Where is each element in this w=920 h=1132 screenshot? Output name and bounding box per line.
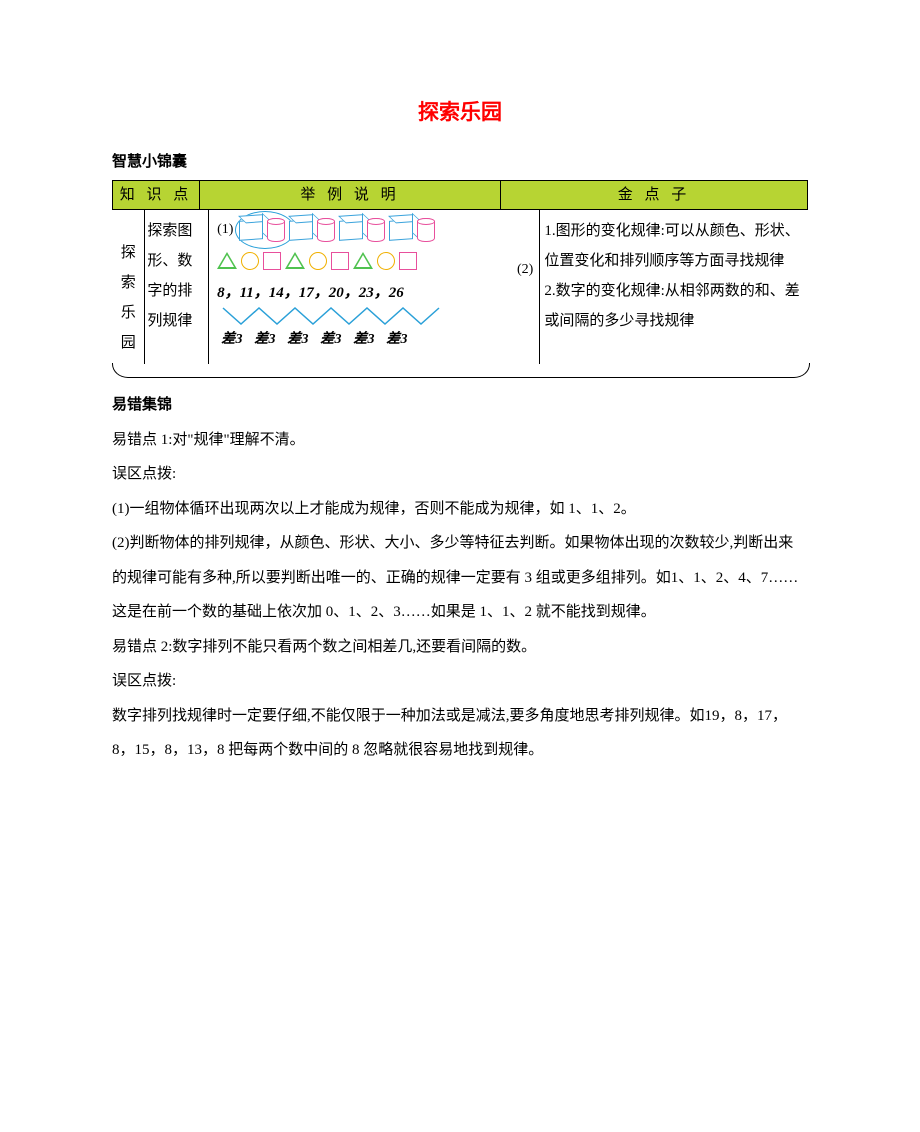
row-label: 探 索 乐 园 xyxy=(112,210,145,364)
zigzag-row xyxy=(221,306,531,326)
circle-icon xyxy=(241,252,259,270)
col-header-1: 知 识 点 xyxy=(113,180,200,209)
diff-label: 差3 xyxy=(287,332,309,347)
row-label-char: 园 xyxy=(116,328,140,358)
triangle-icon xyxy=(217,252,237,269)
square-icon xyxy=(399,252,417,270)
triangle-icon xyxy=(353,252,373,269)
paragraph: 数字排列找规律时一定要仔细,不能仅限于一种加法或是减法,要多角度地思考排列规律。… xyxy=(112,699,808,768)
cylinder-icon xyxy=(367,218,385,242)
difference-labels: 差3 差3 差3 差3 差3 差3 xyxy=(221,326,531,354)
diff-label: 差3 xyxy=(353,332,375,347)
shape-row-1: (1) xyxy=(217,216,531,244)
diff-label: 差3 xyxy=(254,332,276,347)
square-icon xyxy=(331,252,349,270)
body-text: 易错点 1:对"规律"理解不清。 误区点拨: (1)一组物体循环出现两次以上才能… xyxy=(112,423,808,768)
shape-row-2: (2) xyxy=(217,252,531,270)
row-label-char: 探 xyxy=(116,238,140,268)
diff-label: 差3 xyxy=(221,332,243,347)
table-header-row: 知 识 点 举 例 说 明 金 点 子 xyxy=(112,180,808,210)
paragraph: (2)判断物体的排列规律，从颜色、形状、大小、多少等特征去判断。如果物体出现的次… xyxy=(112,526,808,630)
col-header-2: 举 例 说 明 xyxy=(200,180,501,209)
cylinder-icon xyxy=(417,218,435,242)
cube-icon xyxy=(239,219,263,241)
page-title: 探索乐园 xyxy=(112,96,808,130)
cube-icon xyxy=(389,219,413,241)
number-sequence: 8，11，14，17，20，23，26 xyxy=(217,278,531,308)
gold-point-cell: 1.图形的变化规律:可以从颜色、形状、位置变化和排列顺序等方面寻找规律 2.数字… xyxy=(540,210,808,364)
row-suffix-2: (2) xyxy=(517,256,533,284)
diff-label: 差3 xyxy=(386,332,408,347)
square-icon xyxy=(263,252,281,270)
section-heading-1: 智慧小锦囊 xyxy=(112,150,808,174)
cube-icon xyxy=(339,219,363,241)
gold-point-text: 1.图形的变化规律:可以从颜色、形状、位置变化和排列顺序等方面寻找规律 2.数字… xyxy=(544,216,804,336)
circle-icon xyxy=(377,252,395,270)
paragraph: 易错点 1:对"规律"理解不清。 xyxy=(112,423,808,458)
section-heading-2: 易错集锦 xyxy=(112,393,808,417)
sub-label: 探索图形、数字的排列规律 xyxy=(145,210,209,364)
cylinder-icon xyxy=(267,218,285,242)
row-label-char: 索 xyxy=(116,268,140,298)
diff-label: 差3 xyxy=(320,332,342,347)
circle-icon xyxy=(309,252,327,270)
paragraph: 误区点拨: xyxy=(112,664,808,699)
col-header-3: 金 点 子 xyxy=(501,180,808,209)
row-prefix-1: (1) xyxy=(217,216,233,244)
knowledge-table: 知 识 点 举 例 说 明 金 点 子 探 索 乐 园 探索图形、数字的排列规律 xyxy=(112,180,808,379)
table-body: 探 索 乐 园 探索图形、数字的排列规律 (1) xyxy=(112,210,808,364)
cylinder-icon xyxy=(317,218,335,242)
paragraph: (1)一组物体循环出现两次以上才能成为规律，否则不能成为规律，如 1、1、2。 xyxy=(112,492,808,527)
page: 探索乐园 智慧小锦囊 知 识 点 举 例 说 明 金 点 子 探 索 乐 园 探… xyxy=(0,0,920,808)
example-cell: (1) xyxy=(209,210,540,364)
bottom-brace-icon xyxy=(112,363,810,378)
cube-icon xyxy=(289,219,313,241)
paragraph: 误区点拨: xyxy=(112,457,808,492)
zigzag-icon xyxy=(221,306,443,326)
row-label-char: 乐 xyxy=(116,298,140,328)
triangle-icon xyxy=(285,252,305,269)
paragraph: 易错点 2:数字排列不能只看两个数之间相差几,还要看间隔的数。 xyxy=(112,630,808,665)
